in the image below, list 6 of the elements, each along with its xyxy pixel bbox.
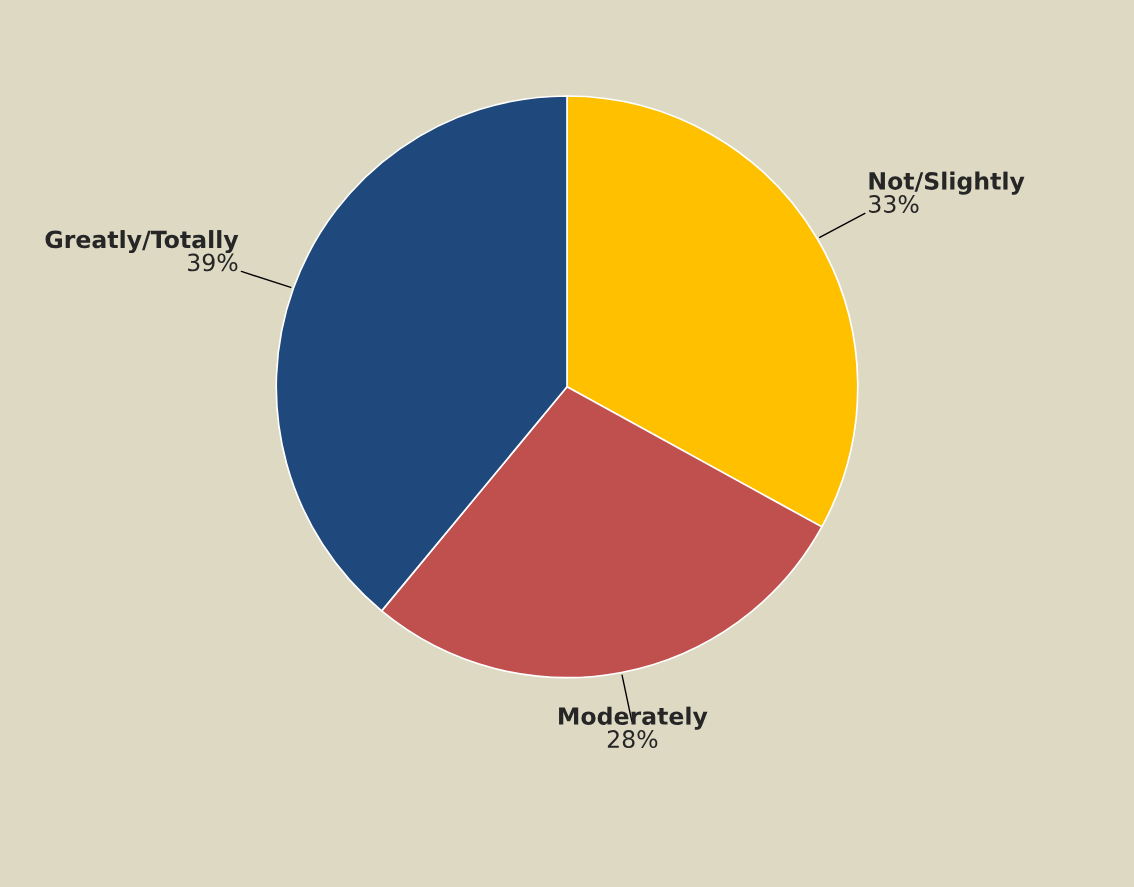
slice-label: Not/Slightly [869,171,1025,195]
data-label: 39% [188,253,238,272]
slice-label: Moderately [559,706,708,730]
slice-label: Greatly/Totally [45,230,239,254]
data-label: 28% [607,730,658,748]
data-label: 33% [869,195,919,213]
